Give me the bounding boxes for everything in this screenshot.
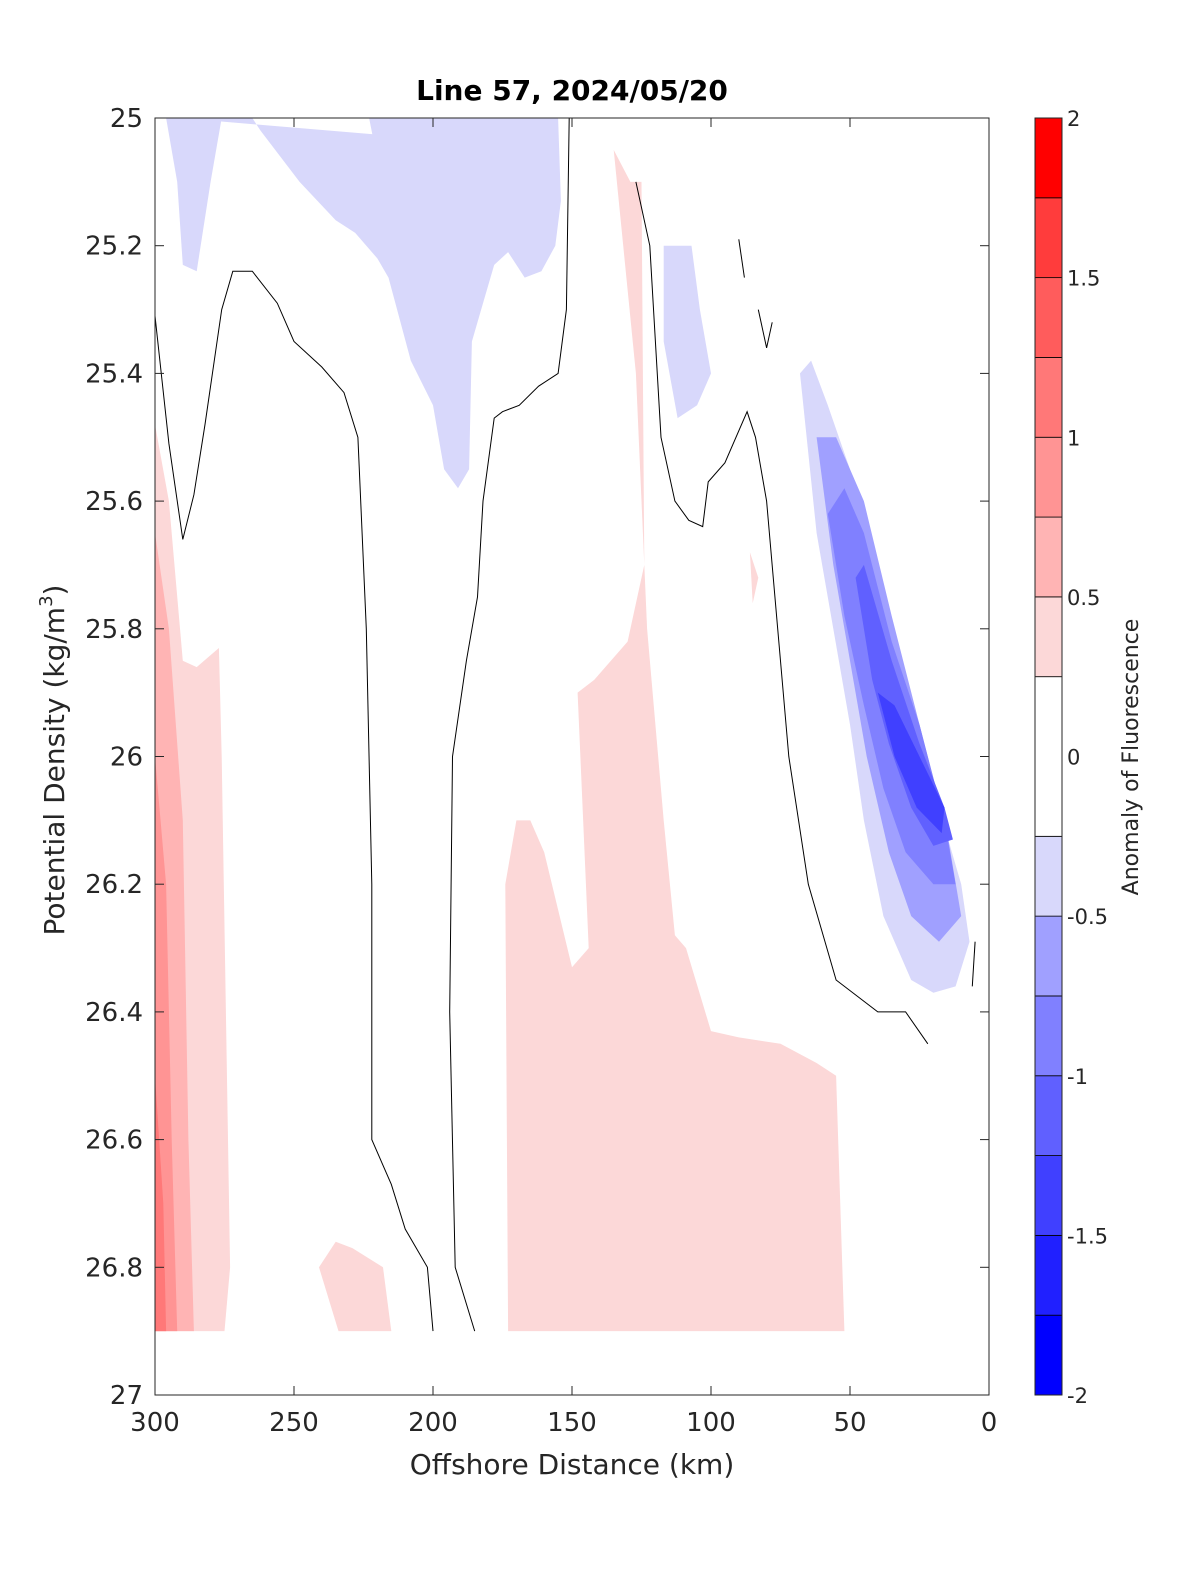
colorbar: -2 -1.5 -1 -0.5 0 0.5 1 1.5 2 Anomaly of Fluores… <box>1034 107 1144 1408</box>
filled-contour-layer <box>155 118 970 1332</box>
x-tick-label: 200 <box>408 1408 458 1438</box>
colorbar-swatch <box>1034 676 1063 837</box>
colorbar-swatch <box>1034 995 1063 1077</box>
y-tick-label: 26.2 <box>85 870 143 900</box>
x-tick-label: 150 <box>547 1408 597 1438</box>
colorbar-swatch <box>1034 1075 1063 1156</box>
colorbar-frame <box>1034 117 1063 1396</box>
colorbar-swatches <box>1034 117 1063 1396</box>
colorbar-swatch <box>1034 835 1063 917</box>
colorbar-swatch <box>1034 1234 1063 1316</box>
y-tick-label: 26.6 <box>85 1126 143 1156</box>
colorbar-swatch <box>1034 1155 1063 1236</box>
y-tick-label: 25.2 <box>85 232 143 262</box>
region-pos-small-230 <box>319 1241 392 1332</box>
colorbar-swatch <box>1034 277 1063 358</box>
colorbar-swatch <box>1034 1314 1063 1396</box>
region-neg-top-left <box>180 118 561 489</box>
y-tick-label: 25.4 <box>85 359 143 389</box>
chart-title: Line 57, 2024/05/20 <box>416 74 728 107</box>
region-neg-mid-100 <box>663 245 711 419</box>
colorbar-label: Anomaly of Fluorescence <box>1119 619 1144 896</box>
x-tick-label: 250 <box>269 1408 319 1438</box>
y-tick-label: 27 <box>110 1381 143 1411</box>
colorbar-tick-label: 1 <box>1067 426 1080 450</box>
colorbar-swatch <box>1034 436 1063 518</box>
zero-contour-2 <box>449 117 570 1332</box>
y-tick-label: 25.6 <box>85 487 143 517</box>
colorbar-tick-label: 1.5 <box>1067 267 1100 291</box>
colorbar-swatch <box>1034 516 1063 598</box>
colorbar-swatch <box>1034 915 1063 997</box>
colorbar-tick-label: -2 <box>1067 1384 1088 1408</box>
colorbar-tick-label: 0.5 <box>1067 586 1100 610</box>
y-tick-label: 26 <box>110 743 143 773</box>
colorbar-ticks: -2 -1.5 -1 -0.5 0 0.5 1 1.5 2 <box>1067 107 1108 1408</box>
region-neg-top-left-2 <box>166 118 222 272</box>
y-tick-label: 26.8 <box>85 1253 143 1283</box>
x-axis-label: Offshore Distance (km) <box>410 1448 735 1481</box>
y-axis: 25 25.2 25.4 25.6 25.8 26 26.2 26.4 26.6 26.8 27 <box>85 104 989 1411</box>
y-tick-label: 25.8 <box>85 615 143 645</box>
plot-area: 300 250 200 150 100 50 0 2525.225.425.625.8262… <box>85 104 997 1438</box>
x-tick-label: 50 <box>833 1408 866 1438</box>
y-tick-label: 25 <box>110 104 143 134</box>
colorbar-tick-label: -1 <box>1067 1065 1088 1089</box>
region-pos-small-85 <box>749 552 759 604</box>
y-axis-label-superscript: 3 <box>36 595 57 606</box>
x-tick-label: 100 <box>686 1408 736 1438</box>
y-tick-label: 26.4 <box>85 998 143 1028</box>
x-tick-label: 0 <box>981 1408 998 1438</box>
zero-contour-layer <box>154 117 976 1332</box>
zero-contour-3 <box>635 181 929 1045</box>
colorbar-swatch <box>1034 596 1063 678</box>
region-neg-coastal-5 <box>877 692 945 834</box>
y-axis-label-end: ) <box>38 585 71 596</box>
y-axis-label: Potential Density (kg/m3) <box>36 585 71 936</box>
colorbar-tick-label: -1.5 <box>1067 1224 1108 1248</box>
region-pos-central <box>505 149 845 1332</box>
zero-contour-1 <box>154 270 434 1332</box>
x-axis: 300 250 200 150 100 50 0 <box>130 118 997 1438</box>
colorbar-tick-label: 0 <box>1067 746 1080 770</box>
colorbar-swatch <box>1034 357 1063 438</box>
colorbar-tick-label: -0.5 <box>1067 905 1108 929</box>
zero-contour-5 <box>757 309 773 349</box>
colorbar-swatch <box>1034 197 1063 279</box>
colorbar-tick-label: 2 <box>1067 107 1080 131</box>
x-tick-label: 300 <box>130 1408 180 1438</box>
zero-contour-6 <box>971 941 976 987</box>
colorbar-swatch <box>1034 117 1063 199</box>
y-axis-label-main: Potential Density (kg/m <box>38 607 71 936</box>
zero-contour-4 <box>738 239 745 278</box>
